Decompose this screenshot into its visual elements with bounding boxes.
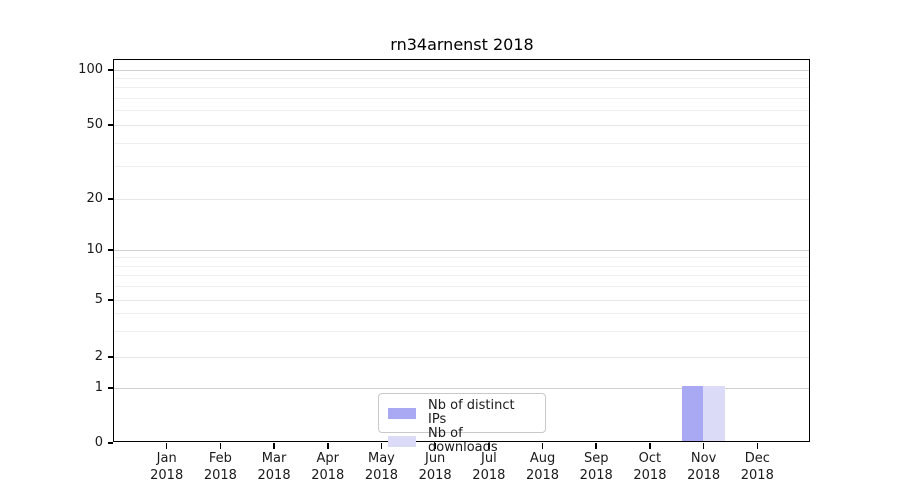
x-tick-mark — [219, 443, 222, 449]
x-tick-label: May 2018 — [346, 450, 416, 484]
gridline — [114, 286, 809, 288]
y-tick-mark — [107, 124, 113, 126]
x-tick-month: May — [368, 451, 395, 466]
x-tick-year: 2018 — [257, 468, 291, 483]
x-tick-label: Apr 2018 — [293, 450, 363, 484]
x-tick-mark — [541, 443, 544, 449]
x-tick-month: Dec — [744, 451, 770, 466]
x-tick-month: Sep — [583, 451, 609, 466]
gridline — [114, 165, 809, 167]
legend-entry: Nb of downloads — [388, 427, 535, 455]
x-tick-year: 2018 — [687, 468, 721, 483]
y-tick-label: 5 — [94, 292, 103, 307]
x-tick-label: Oct 2018 — [615, 450, 685, 484]
x-tick-label: Mar 2018 — [239, 450, 309, 484]
y-tick-label: 2 — [94, 349, 103, 364]
x-tick-label: Sep 2018 — [561, 450, 631, 484]
x-tick-mark — [756, 443, 759, 449]
x-tick-mark — [380, 443, 383, 449]
legend-swatch — [388, 407, 416, 419]
x-tick-month: Jan — [156, 451, 177, 466]
legend-entry: Nb of distinct IPs — [388, 399, 535, 427]
gridline — [114, 87, 809, 89]
x-tick-year: 2018 — [633, 468, 667, 483]
x-tick-mark — [434, 443, 436, 449]
x-tick-year: 2018 — [525, 468, 560, 483]
legend-label: Nb of downloads — [428, 426, 498, 455]
gridline — [114, 249, 809, 251]
x-tick-mark — [595, 443, 597, 449]
x-tick-year: 2018 — [740, 468, 774, 483]
bars — [114, 60, 809, 441]
y-tick-label: 50 — [86, 117, 103, 132]
y-tick-mark — [107, 299, 113, 301]
x-tick-mark — [488, 443, 490, 449]
x-tick-year: 2018 — [418, 468, 452, 483]
x-tick-label: Dec 2018 — [722, 450, 792, 484]
x-tick-year: 2018 — [311, 468, 345, 483]
x-tick-year: 2018 — [579, 468, 613, 483]
x-tick-month: Mar — [261, 451, 287, 466]
bar-downloads — [703, 386, 725, 441]
x-tick-label: Jan 2018 — [132, 450, 202, 484]
legend-swatch — [388, 435, 416, 447]
x-tick-month: Nov — [690, 451, 717, 466]
y-tick-label: 20 — [86, 191, 103, 206]
plot-area — [113, 59, 810, 442]
gridline — [114, 124, 809, 126]
x-tick-mark — [327, 443, 329, 449]
bar-distinct-ips — [681, 386, 704, 441]
y-tick-label: 100 — [78, 62, 103, 77]
y-tick-mark — [107, 356, 113, 358]
x-tick-label: Jun 2018 — [400, 450, 470, 484]
x-tick-month: Oct — [638, 451, 662, 466]
legend-label: Nb of distinct IPs — [428, 398, 515, 427]
y-tick-mark — [107, 198, 113, 200]
legend: Nb of distinct IPs Nb of downloads — [378, 393, 546, 455]
gridline — [114, 265, 809, 267]
x-tick-label: Jul 2018 — [454, 450, 524, 484]
x-tick-mark — [649, 443, 651, 449]
x-tick-mark — [273, 443, 275, 449]
y-tick-label: 0 — [94, 435, 103, 450]
gridline — [114, 299, 809, 301]
y-tick-mark — [107, 249, 113, 251]
x-tick-label: Aug 2018 — [508, 450, 578, 484]
x-tick-month: Apr — [316, 451, 340, 466]
gridlines — [114, 60, 809, 441]
y-tick-mark — [107, 387, 113, 389]
y-tick-mark — [107, 69, 113, 71]
gridline — [114, 313, 809, 315]
gridline — [114, 356, 809, 358]
x-tick-mark — [165, 443, 168, 449]
gridline — [114, 275, 809, 277]
gridline — [114, 198, 809, 200]
y-tick-label: 1 — [94, 380, 103, 395]
x-tick-month: Jun — [424, 451, 446, 466]
x-tick-year: 2018 — [472, 468, 506, 483]
y-tick-mark — [107, 442, 113, 444]
y-tick-label: 10 — [86, 242, 103, 257]
x-tick-month: Jul — [481, 451, 497, 466]
x-tick-month: Aug — [529, 451, 556, 466]
chart-title: rn34arnenst 2018 — [390, 35, 534, 54]
gridline — [114, 69, 809, 71]
x-tick-year: 2018 — [364, 468, 398, 483]
gridline — [114, 331, 809, 333]
gridline — [114, 77, 809, 79]
gridline — [114, 97, 809, 99]
gridline — [114, 257, 809, 259]
x-tick-month: Feb — [208, 451, 232, 466]
gridline — [114, 110, 809, 112]
gridline — [114, 142, 809, 144]
x-tick-label: Feb 2018 — [185, 450, 255, 484]
x-tick-year: 2018 — [203, 468, 237, 483]
gridline — [114, 387, 809, 389]
x-tick-label: Nov 2018 — [669, 450, 739, 484]
x-tick-year: 2018 — [150, 468, 184, 483]
x-tick-mark — [702, 443, 705, 449]
